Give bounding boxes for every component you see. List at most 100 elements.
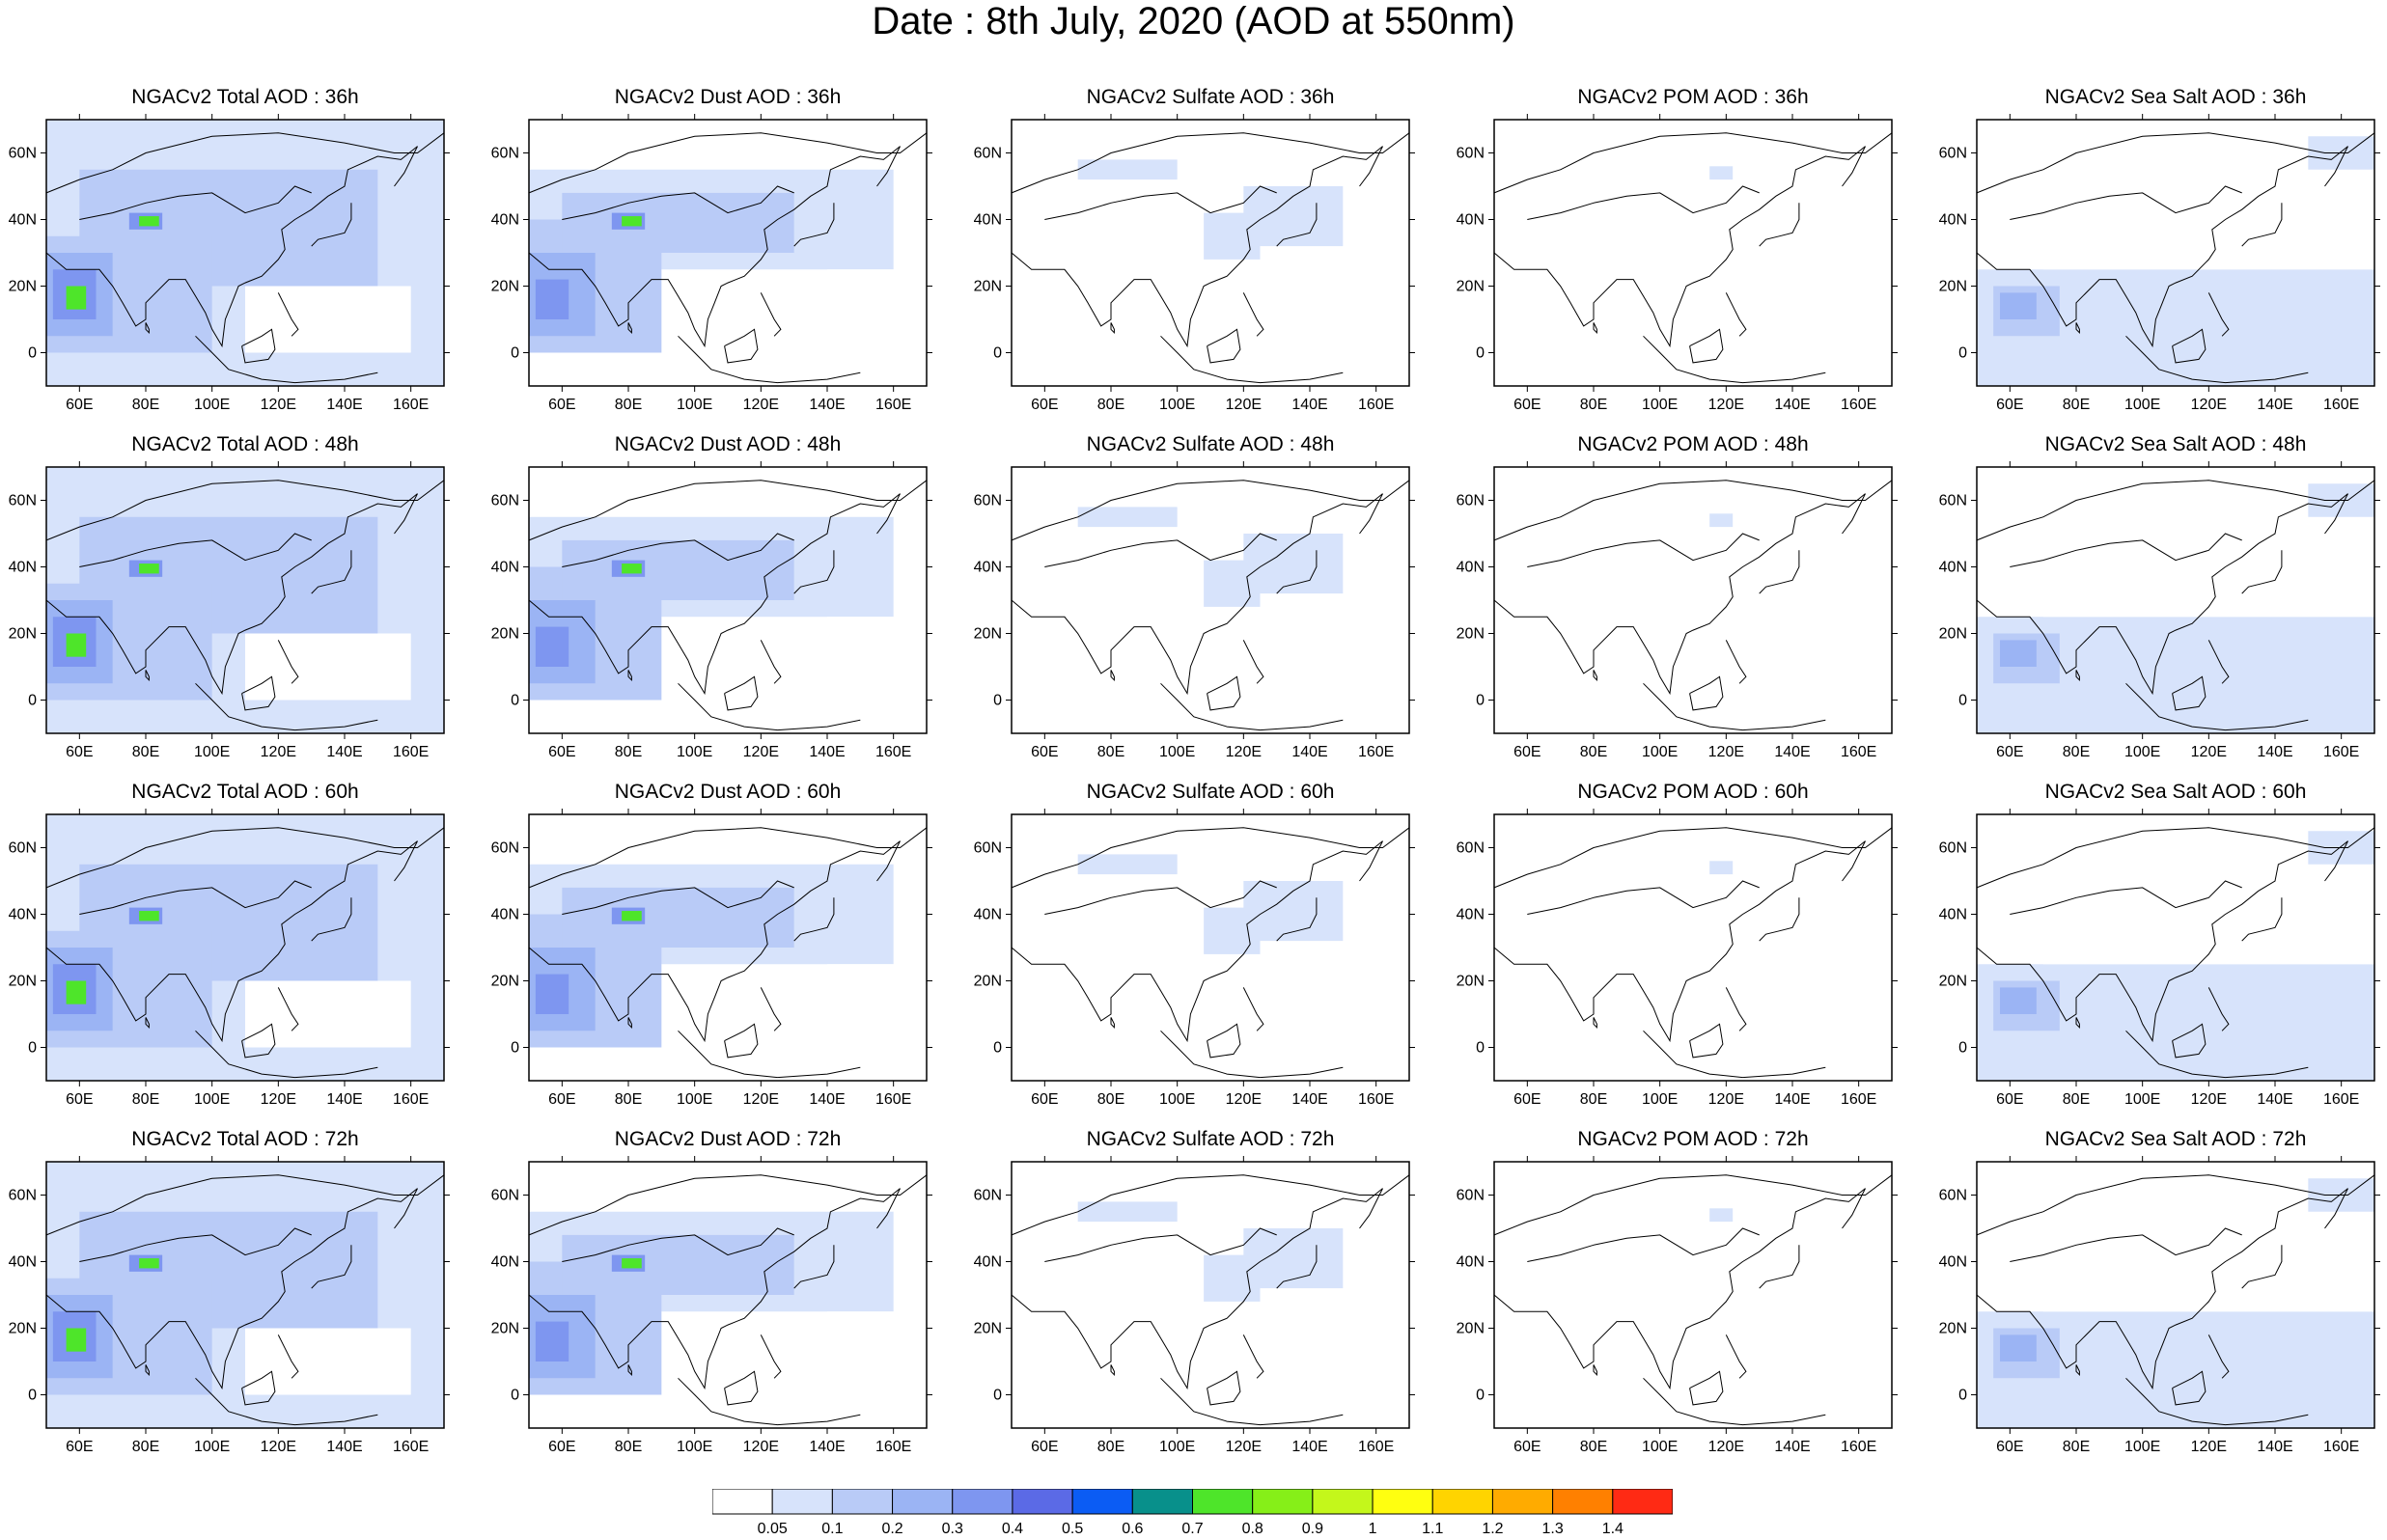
- coastline: [1207, 328, 1241, 364]
- panel-title: NGACv2 Sea Salt AOD : 72h: [2044, 1128, 2307, 1150]
- lat-tick-label: 40N: [1939, 560, 1967, 576]
- lat-tick-label: 40N: [9, 907, 37, 923]
- lat-tick-label: 40N: [1939, 1254, 1967, 1271]
- lon-tick-label: 120E: [261, 744, 296, 760]
- lon-tick-label: 60E: [1513, 1091, 1540, 1108]
- lon-tick-label: 60E: [1031, 1439, 1058, 1455]
- coastline: [528, 132, 928, 194]
- lon-tick-label: 160E: [1358, 397, 1394, 413]
- lat-tick-label: 0: [511, 345, 519, 362]
- aod-field-region: [535, 1321, 569, 1361]
- lat-tick-label: 20N: [1939, 626, 1967, 643]
- colorbar-swatch: [892, 1489, 954, 1515]
- lon-tick-label: 160E: [1841, 397, 1876, 413]
- map-plot: 60N 40N 20N 0 60E 80E 100E 120E 140E 160E: [974, 114, 1415, 413]
- lat-tick-label: 60N: [9, 1188, 37, 1204]
- lon-tick-label: 100E: [677, 1091, 712, 1108]
- coastline: [1011, 827, 1410, 889]
- lon-tick-label: 80E: [615, 1091, 642, 1108]
- lon-tick-label: 60E: [548, 397, 575, 413]
- coastline: [1493, 480, 1893, 541]
- coastline: [2125, 1030, 2309, 1079]
- coastline: [876, 146, 901, 187]
- coastline: [1976, 840, 2348, 1043]
- aod-field-region: [139, 911, 159, 921]
- coastline: [394, 493, 418, 535]
- coastline: [2125, 335, 2309, 384]
- coastline: [562, 185, 794, 220]
- colorbar-swatch: [831, 1489, 894, 1515]
- lon-tick-label: 80E: [2063, 744, 2090, 760]
- lon-tick-label: 80E: [1097, 744, 1124, 760]
- lon-tick-label: 120E: [1226, 1439, 1262, 1455]
- coastline: [627, 1364, 632, 1377]
- colorbar-label: 1.4: [1602, 1521, 1624, 1537]
- lat-tick-label: 20N: [1457, 626, 1485, 643]
- lon-tick-label: 100E: [1159, 397, 1195, 413]
- panel-title: NGACv2 Total AOD : 36h: [131, 86, 359, 108]
- map-panel: NGACv2 Dust AOD : 72h 60N 40N 20N 0 60E 80E 100…: [483, 1127, 936, 1465]
- coastline: [1976, 827, 2375, 889]
- lat-tick-label: 40N: [9, 212, 37, 229]
- coastline: [2241, 897, 2283, 942]
- coastline: [760, 1334, 782, 1379]
- lon-tick-label: 140E: [1774, 744, 1810, 760]
- map-panel: NGACv2 POM AOD : 72h 60N 40N 20N 0 60E 80E 100E…: [1448, 1127, 1901, 1465]
- colorbar-swatch: [1491, 1489, 1554, 1515]
- lat-tick-label: 60N: [1457, 146, 1485, 162]
- coastline: [311, 1245, 352, 1289]
- panel-title: NGACv2 Dust AOD : 60h: [614, 781, 842, 803]
- map-plot: 60N 40N 20N 0 60E 80E 100E 120E 140E 160E: [1457, 1156, 1898, 1455]
- lat-tick-label: 40N: [9, 560, 37, 576]
- map-plot: 60N 40N 20N 0 60E 80E 100E 120E 140E 160E: [9, 809, 450, 1108]
- lat-tick-label: 40N: [974, 1254, 1002, 1271]
- coastline: [793, 897, 835, 942]
- lon-tick-label: 140E: [1774, 397, 1810, 413]
- lat-tick-label: 60N: [1939, 493, 1967, 509]
- aod-field-region: [622, 911, 642, 921]
- map-panel: NGACv2 Total AOD : 72h 60N 40N 20N 0 60E 80E 10…: [0, 1127, 454, 1465]
- aod-field-region: [2000, 987, 2037, 1014]
- colorbar-label: 1.1: [1422, 1521, 1443, 1537]
- coastline: [277, 1334, 299, 1379]
- coastline: [528, 1174, 928, 1236]
- lon-tick-label: 80E: [132, 744, 159, 760]
- lon-tick-label: 160E: [393, 744, 429, 760]
- aod-field-region: [2000, 292, 2037, 319]
- coastline: [1689, 1370, 1724, 1406]
- map-panel: NGACv2 Dust AOD : 48h 60N 40N 20N 0 60E 80E 100…: [483, 432, 936, 770]
- coastline: [311, 897, 352, 942]
- coastline: [1976, 480, 2375, 541]
- coastline: [1011, 146, 1383, 348]
- panel-title: NGACv2 Total AOD : 72h: [131, 1128, 359, 1150]
- lon-tick-label: 140E: [2257, 744, 2292, 760]
- lat-tick-label: 40N: [1939, 907, 1967, 923]
- lat-tick-label: 0: [1958, 1388, 1967, 1404]
- coastline: [1527, 880, 1760, 915]
- aod-field-region: [827, 964, 927, 1081]
- coastline: [1976, 1174, 2375, 1236]
- lat-tick-label: 0: [1476, 345, 1485, 362]
- colorbar-label: 0.8: [1242, 1521, 1263, 1537]
- lon-tick-label: 60E: [1031, 397, 1058, 413]
- aod-field-region: [2000, 640, 2037, 667]
- coastline: [2324, 1188, 2348, 1229]
- coastline: [2207, 987, 2230, 1031]
- coastline: [2125, 682, 2309, 731]
- lon-tick-label: 100E: [677, 397, 712, 413]
- coastline: [1207, 1370, 1241, 1406]
- coastline: [1110, 1364, 1115, 1377]
- coastline: [1759, 203, 1800, 247]
- lon-tick-label: 100E: [194, 1091, 230, 1108]
- panel-title: NGACv2 Sea Salt AOD : 36h: [2044, 86, 2307, 108]
- lon-tick-label: 60E: [1996, 1439, 2023, 1455]
- coastline: [760, 987, 782, 1031]
- lon-tick-label: 160E: [1358, 744, 1394, 760]
- lon-tick-label: 100E: [1642, 1091, 1678, 1108]
- coastline: [1160, 1030, 1344, 1079]
- lon-tick-label: 100E: [1159, 1439, 1195, 1455]
- coastline: [1842, 1188, 1866, 1229]
- aod-field-region: [1709, 166, 1734, 180]
- colorbar-swatch: [952, 1489, 1013, 1515]
- lon-tick-label: 120E: [1226, 1091, 1262, 1108]
